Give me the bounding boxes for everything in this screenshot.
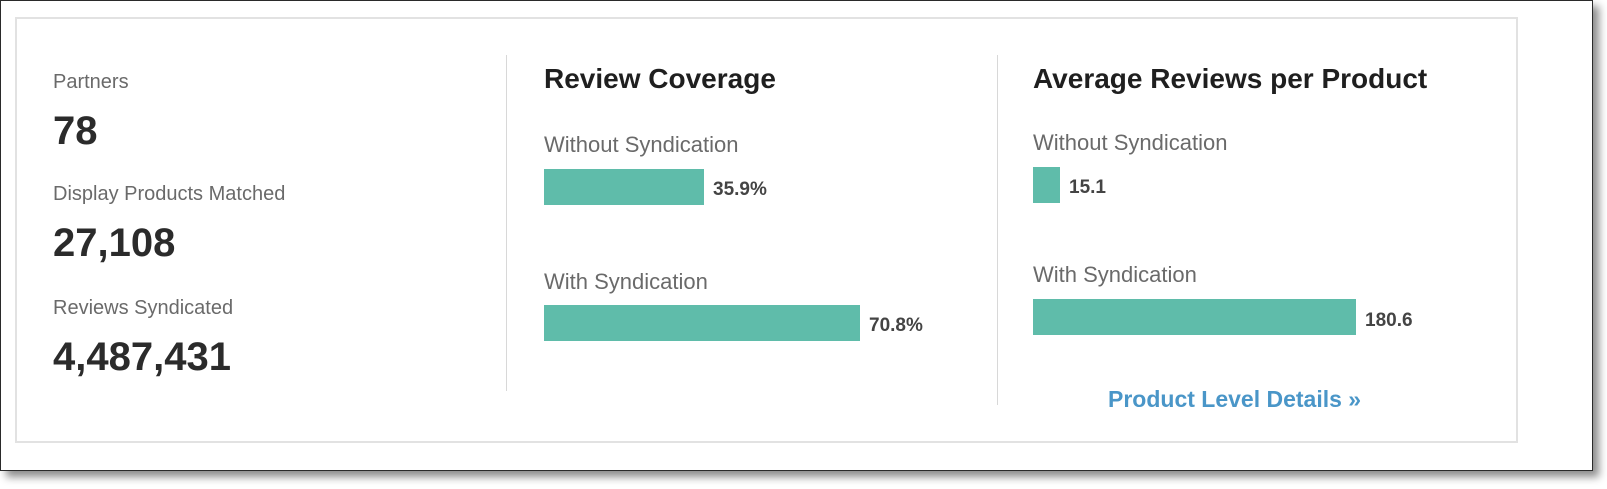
coverage-without-value: 35.9% [713,179,767,200]
coverage-with-value: 70.8% [869,315,923,336]
coverage-with-label: With Syndication [544,269,708,294]
average-without-value: 15.1 [1069,177,1106,198]
reviews-syndicated-value: 4,487,431 [53,335,231,379]
column-divider [506,55,507,391]
products-matched-label: Display Products Matched [53,183,286,205]
average-with-label: With Syndication [1033,262,1197,287]
partners-value: 78 [53,109,98,153]
average-with-value: 180.6 [1365,310,1413,331]
window-frame: Partners 78 Display Products Matched 27,… [0,0,1593,471]
column-divider [997,55,998,405]
product-level-details-link[interactable]: Product Level Details » [1108,386,1362,412]
average-with-bar [1033,299,1356,335]
coverage-without-bar [544,169,704,205]
coverage-without-label: Without Syndication [544,132,739,157]
syndication-summary-panel: Partners 78 Display Products Matched 27,… [15,17,1518,443]
products-matched-value: 27,108 [53,221,176,265]
reviews-syndicated-label: Reviews Syndicated [53,297,234,319]
average-without-label: Without Syndication [1033,130,1228,155]
average-reviews-title: Average Reviews per Product [1033,63,1428,94]
coverage-with-bar [544,305,860,341]
review-coverage-title: Review Coverage [544,63,776,94]
partners-label: Partners [53,71,129,93]
average-without-bar [1033,167,1060,203]
